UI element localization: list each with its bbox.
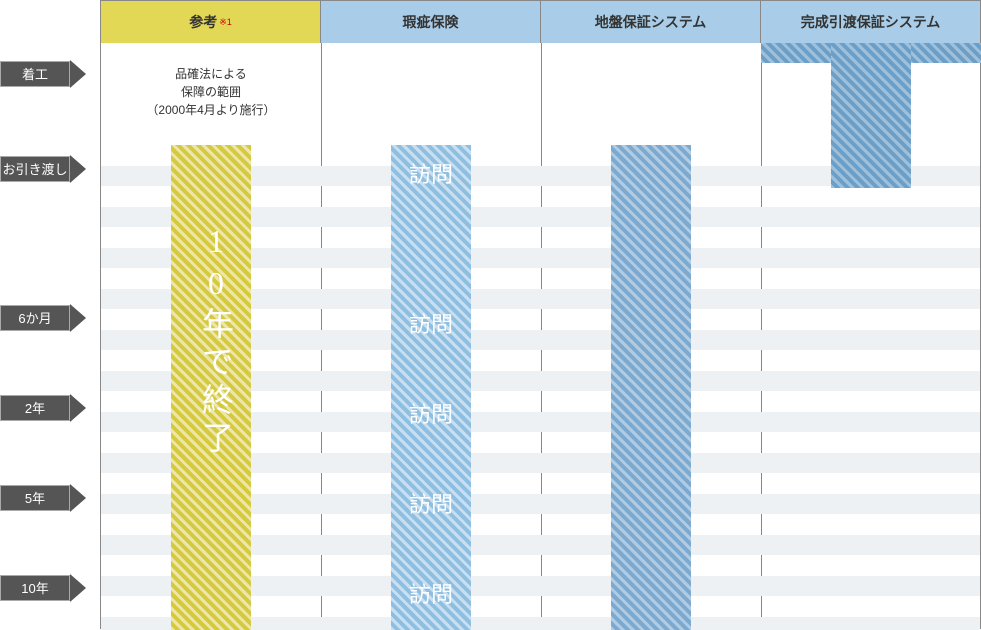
header-label: 瑕疵保険 xyxy=(403,12,459,32)
warranty-timeline-chart: 着工 お引き渡し 6か月 2年 5年 10年 参考 ※1 xyxy=(0,0,981,629)
visit-label: 訪問 xyxy=(391,157,471,189)
milestone: 10年 xyxy=(0,573,86,603)
header-ground: 地盤保証システム xyxy=(540,1,760,43)
arrow-icon xyxy=(70,394,86,422)
visit-label: 訪問 xyxy=(391,487,471,519)
reference-vertical-label: 10年で終了 xyxy=(193,223,239,459)
header-reference: 参考 ※1 xyxy=(101,1,320,43)
chart-body: 品確法による 保障の範囲 （2000年4月より施行） 訪問 訪問 訪問 訪問 訪… xyxy=(101,43,980,630)
milestone: 2年 xyxy=(0,393,86,423)
completion-bar-stem xyxy=(831,43,911,188)
arrow-icon xyxy=(70,484,86,512)
asterisk: ※1 xyxy=(219,17,232,28)
milestone: お引き渡し xyxy=(0,154,86,184)
reference-note: 品確法による 保障の範囲 （2000年4月より施行） xyxy=(101,65,321,119)
header-defect: 瑕疵保険 xyxy=(320,1,540,43)
header-completion: 完成引渡保証システム xyxy=(760,1,980,43)
visit-label: 訪問 xyxy=(391,397,471,429)
ground-bar xyxy=(611,145,691,630)
milestone-label: お引き渡し xyxy=(0,156,70,182)
milestone-label: 6か月 xyxy=(0,305,70,331)
milestone: 6か月 xyxy=(0,303,86,333)
defect-bar xyxy=(391,145,471,630)
arrow-icon xyxy=(70,60,86,88)
arrow-icon xyxy=(70,574,86,602)
milestone-label: 着工 xyxy=(0,61,70,87)
header-label: 地盤保証システム xyxy=(595,12,707,32)
milestone-label: 5年 xyxy=(0,485,70,511)
milestone-label: 2年 xyxy=(0,395,70,421)
note-line: 品確法による xyxy=(101,65,321,83)
visit-label: 訪問 xyxy=(391,307,471,339)
milestone-label: 10年 xyxy=(0,575,70,601)
header-label: 完成引渡保証システム xyxy=(801,12,941,32)
visit-label: 訪問 xyxy=(391,577,471,609)
milestone: 5年 xyxy=(0,483,86,513)
header-label: 参考 xyxy=(189,12,217,32)
header-row: 参考 ※1 瑕疵保険 地盤保証システム 完成引渡保証システム xyxy=(101,1,980,43)
arrow-icon xyxy=(70,304,86,332)
milestone: 着工 xyxy=(0,59,86,89)
arrow-icon xyxy=(70,155,86,183)
note-line: （2000年4月より施行） xyxy=(101,101,321,119)
milestone-column: 着工 お引き渡し 6か月 2年 5年 10年 xyxy=(0,0,100,629)
note-line: 保障の範囲 xyxy=(101,83,321,101)
chart-grid: 参考 ※1 瑕疵保険 地盤保証システム 完成引渡保証システム xyxy=(100,0,981,629)
